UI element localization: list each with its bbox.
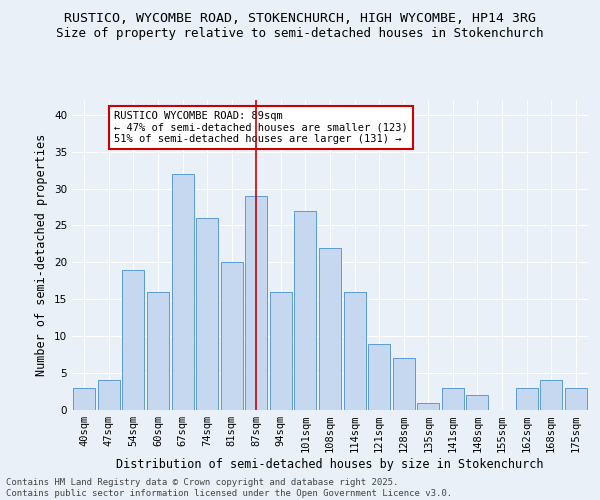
Bar bbox=[73, 388, 95, 410]
Bar bbox=[245, 196, 268, 410]
Bar bbox=[466, 395, 488, 410]
Bar bbox=[270, 292, 292, 410]
Bar bbox=[515, 388, 538, 410]
X-axis label: Distribution of semi-detached houses by size in Stokenchurch: Distribution of semi-detached houses by … bbox=[116, 458, 544, 471]
Bar bbox=[392, 358, 415, 410]
Text: RUSTICO WYCOMBE ROAD: 89sqm
← 47% of semi-detached houses are smaller (123)
51% : RUSTICO WYCOMBE ROAD: 89sqm ← 47% of sem… bbox=[114, 111, 407, 144]
Bar bbox=[122, 270, 145, 410]
Text: RUSTICO, WYCOMBE ROAD, STOKENCHURCH, HIGH WYCOMBE, HP14 3RG: RUSTICO, WYCOMBE ROAD, STOKENCHURCH, HIG… bbox=[64, 12, 536, 26]
Bar bbox=[319, 248, 341, 410]
Bar bbox=[344, 292, 365, 410]
Bar bbox=[565, 388, 587, 410]
Bar bbox=[295, 210, 316, 410]
Bar bbox=[368, 344, 390, 410]
Bar bbox=[221, 262, 243, 410]
Bar bbox=[147, 292, 169, 410]
Bar bbox=[540, 380, 562, 410]
Bar bbox=[172, 174, 194, 410]
Text: Size of property relative to semi-detached houses in Stokenchurch: Size of property relative to semi-detach… bbox=[56, 28, 544, 40]
Bar bbox=[442, 388, 464, 410]
Bar bbox=[196, 218, 218, 410]
Bar bbox=[417, 402, 439, 410]
Bar bbox=[98, 380, 120, 410]
Y-axis label: Number of semi-detached properties: Number of semi-detached properties bbox=[35, 134, 49, 376]
Text: Contains HM Land Registry data © Crown copyright and database right 2025.
Contai: Contains HM Land Registry data © Crown c… bbox=[6, 478, 452, 498]
